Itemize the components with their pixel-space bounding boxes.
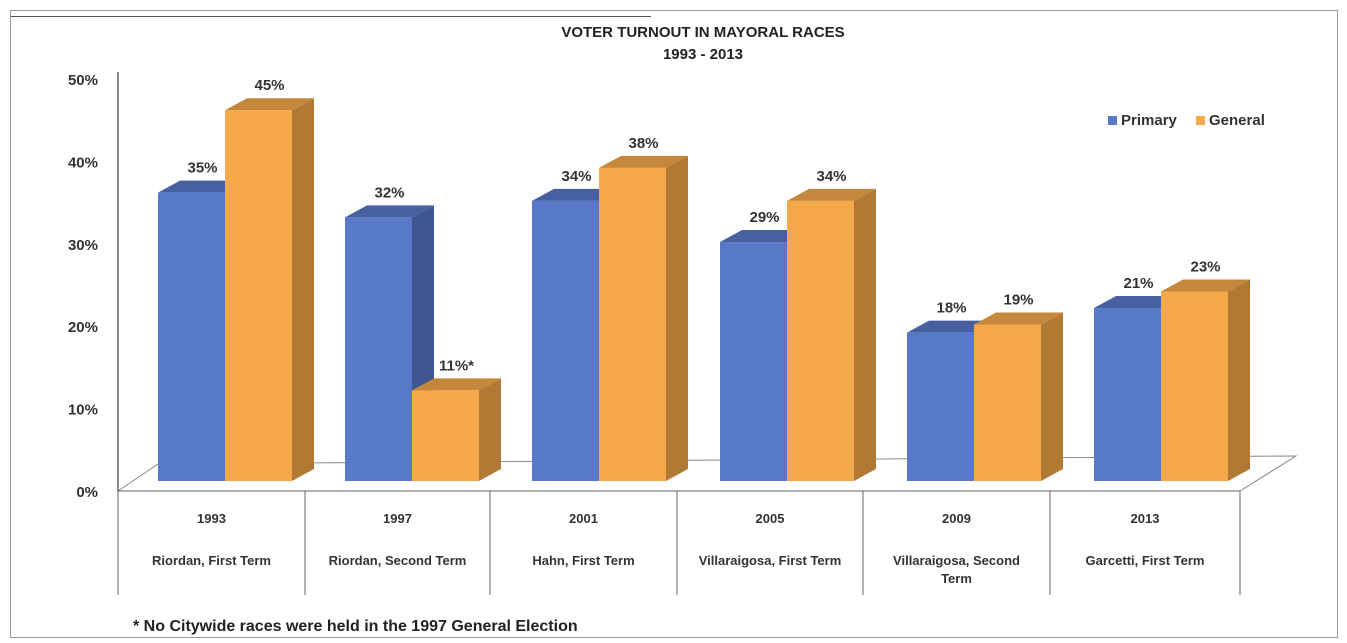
data-label: 45% bbox=[254, 77, 284, 94]
data-label: 34% bbox=[816, 168, 846, 185]
legend-label-general: General bbox=[1209, 112, 1265, 129]
x-category-name: Garcetti, First Term bbox=[1086, 553, 1205, 568]
bar-top-general bbox=[787, 188, 876, 201]
data-label: 11%* bbox=[439, 357, 474, 374]
bar-primary bbox=[720, 242, 787, 481]
x-category-year: 2009 bbox=[942, 511, 971, 526]
legend-label-primary: Primary bbox=[1121, 112, 1178, 129]
data-label: 19% bbox=[1003, 291, 1033, 308]
x-category-year: 2001 bbox=[569, 511, 598, 526]
x-category-name: Hahn, First Term bbox=[532, 553, 634, 568]
bar-top-general bbox=[599, 155, 688, 168]
bar-top-general bbox=[974, 312, 1063, 325]
bar-primary bbox=[532, 200, 599, 481]
y-tick-label: 10% bbox=[68, 402, 98, 419]
data-label: 18% bbox=[936, 300, 966, 317]
data-label: 29% bbox=[749, 209, 779, 226]
bar-side-general bbox=[292, 98, 314, 481]
y-tick-label: 30% bbox=[68, 237, 98, 254]
bar-side-general bbox=[854, 188, 876, 481]
data-label: 38% bbox=[628, 135, 658, 152]
bar-top-general bbox=[412, 378, 501, 391]
bar-top-primary bbox=[532, 188, 621, 201]
top-rule bbox=[11, 16, 651, 17]
bar-general bbox=[787, 200, 854, 481]
x-category-name: Term bbox=[941, 571, 972, 586]
bar-primary bbox=[1094, 307, 1161, 481]
data-label: 32% bbox=[374, 184, 404, 201]
data-label: 23% bbox=[1190, 258, 1220, 275]
bar-primary bbox=[907, 332, 974, 481]
y-tick-label: 0% bbox=[76, 484, 98, 501]
y-tick-label: 50% bbox=[68, 72, 98, 89]
x-category-name: Villaraigosa, Second bbox=[893, 553, 1020, 568]
bar-primary bbox=[158, 192, 225, 481]
bar-side-general bbox=[479, 378, 501, 481]
bar-primary bbox=[345, 217, 412, 481]
bar-general bbox=[974, 324, 1041, 481]
x-category-name: Riordan, First Term bbox=[152, 553, 271, 568]
bar-side-general bbox=[1228, 279, 1250, 481]
bar-top-primary bbox=[720, 230, 809, 243]
bar-general bbox=[225, 110, 292, 481]
bar-side-general bbox=[1041, 312, 1063, 481]
data-label: 21% bbox=[1123, 275, 1153, 292]
legend-swatch-general bbox=[1196, 116, 1205, 125]
chart-footnote: * No Citywide races were held in the 199… bbox=[133, 618, 578, 635]
chart-subtitle: 1993 - 2013 bbox=[663, 46, 743, 63]
x-category-year: 1997 bbox=[383, 511, 412, 526]
bar-general bbox=[599, 167, 666, 481]
bar-top-general bbox=[225, 98, 314, 111]
x-category-year: 2005 bbox=[756, 511, 785, 526]
bar-top-primary bbox=[907, 320, 996, 333]
bar-top-primary bbox=[1094, 295, 1183, 308]
chart-title: VOTER TURNOUT IN MAYORAL RACES bbox=[561, 24, 844, 41]
y-tick-label: 20% bbox=[68, 319, 98, 336]
bar-top-general bbox=[1161, 279, 1250, 292]
chart-frame: VOTER TURNOUT IN MAYORAL RACES 1993 - 201… bbox=[10, 10, 1338, 638]
bar-side-general bbox=[666, 155, 688, 481]
x-category-name: Villaraigosa, First Term bbox=[699, 553, 842, 568]
bar-top-primary bbox=[158, 180, 247, 193]
x-category-year: 1993 bbox=[197, 511, 226, 526]
bar-chart: VOTER TURNOUT IN MAYORAL RACES 1993 - 201… bbox=[68, 24, 1298, 595]
bar-general bbox=[1161, 291, 1228, 481]
x-category-year: 2013 bbox=[1131, 511, 1160, 526]
y-tick-label: 40% bbox=[68, 154, 98, 171]
bar-top-primary bbox=[345, 205, 434, 218]
data-label: 34% bbox=[561, 168, 591, 185]
legend-swatch-primary bbox=[1108, 116, 1117, 125]
bar-general bbox=[412, 390, 479, 481]
x-category-name: Riordan, Second Term bbox=[329, 553, 467, 568]
data-label: 35% bbox=[187, 160, 217, 177]
